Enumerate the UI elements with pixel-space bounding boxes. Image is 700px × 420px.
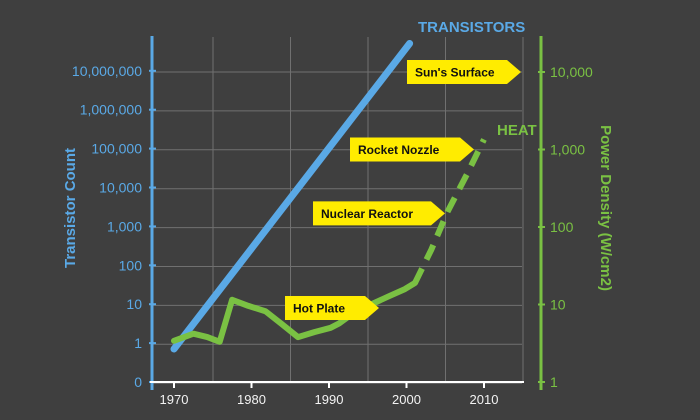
callout-label: Rocket Nozzle — [358, 143, 440, 157]
right-axis: 1 10 100 1,000 10,000 — [538, 36, 593, 390]
heat-projection-line — [412, 138, 487, 285]
left-tick-label: 10,000,000 — [72, 63, 142, 79]
transistors-line — [170, 40, 414, 353]
right-tick-label: 1 — [550, 374, 558, 390]
left-tick-label: 100,000 — [91, 141, 142, 157]
callout-label: Sun's Surface — [415, 66, 495, 80]
right-tick-label: 1,000 — [550, 142, 585, 158]
series-layer — [170, 40, 487, 353]
left-axis: 0 1 10 100 1,000 10,000 100,000 1,000,000 10,000… — [72, 36, 156, 390]
right-tick-label: 10 — [550, 297, 566, 313]
left-tick-label: 0 — [134, 374, 142, 390]
x-tick-label: 1970 — [160, 392, 189, 407]
callout-layer: Sun's Surface Rocket Nozzle Nuclear Reacto… — [285, 60, 521, 321]
heat-series-label: HEAT — [497, 122, 537, 139]
left-tick-label: 100 — [119, 257, 143, 273]
right-tick-label: 100 — [550, 219, 574, 235]
right-axis-title: Power Density (W/cm2) — [597, 125, 614, 291]
right-tick-label: 10,000 — [550, 64, 593, 80]
left-tick-label: 1 — [134, 335, 142, 351]
x-tick-label: 1990 — [315, 392, 344, 407]
left-tick-label: 1,000 — [107, 218, 142, 234]
left-tick-label: 10 — [126, 296, 142, 312]
x-axis: 1970 1980 1990 2000 2010 — [150, 381, 524, 407]
callout-shape — [313, 201, 445, 226]
callout-shape — [285, 296, 379, 321]
heat-line — [171, 279, 418, 345]
callout-shape — [350, 137, 474, 162]
callout-label: Nuclear Reactor — [321, 207, 413, 221]
left-axis-title: Transistor Count — [62, 148, 79, 268]
callout-shape — [407, 60, 521, 84]
plot-grid — [153, 37, 524, 384]
x-tick-label: 2010 — [470, 392, 499, 407]
left-tick-label: 1,000,000 — [80, 102, 142, 118]
x-tick-label: 1980 — [237, 392, 266, 407]
x-tick-label: 2000 — [392, 392, 421, 407]
transistors-series-label: TRANSISTORS — [418, 19, 525, 36]
callout-label: Hot Plate — [293, 302, 345, 316]
left-tick-label: 10,000 — [99, 180, 142, 196]
